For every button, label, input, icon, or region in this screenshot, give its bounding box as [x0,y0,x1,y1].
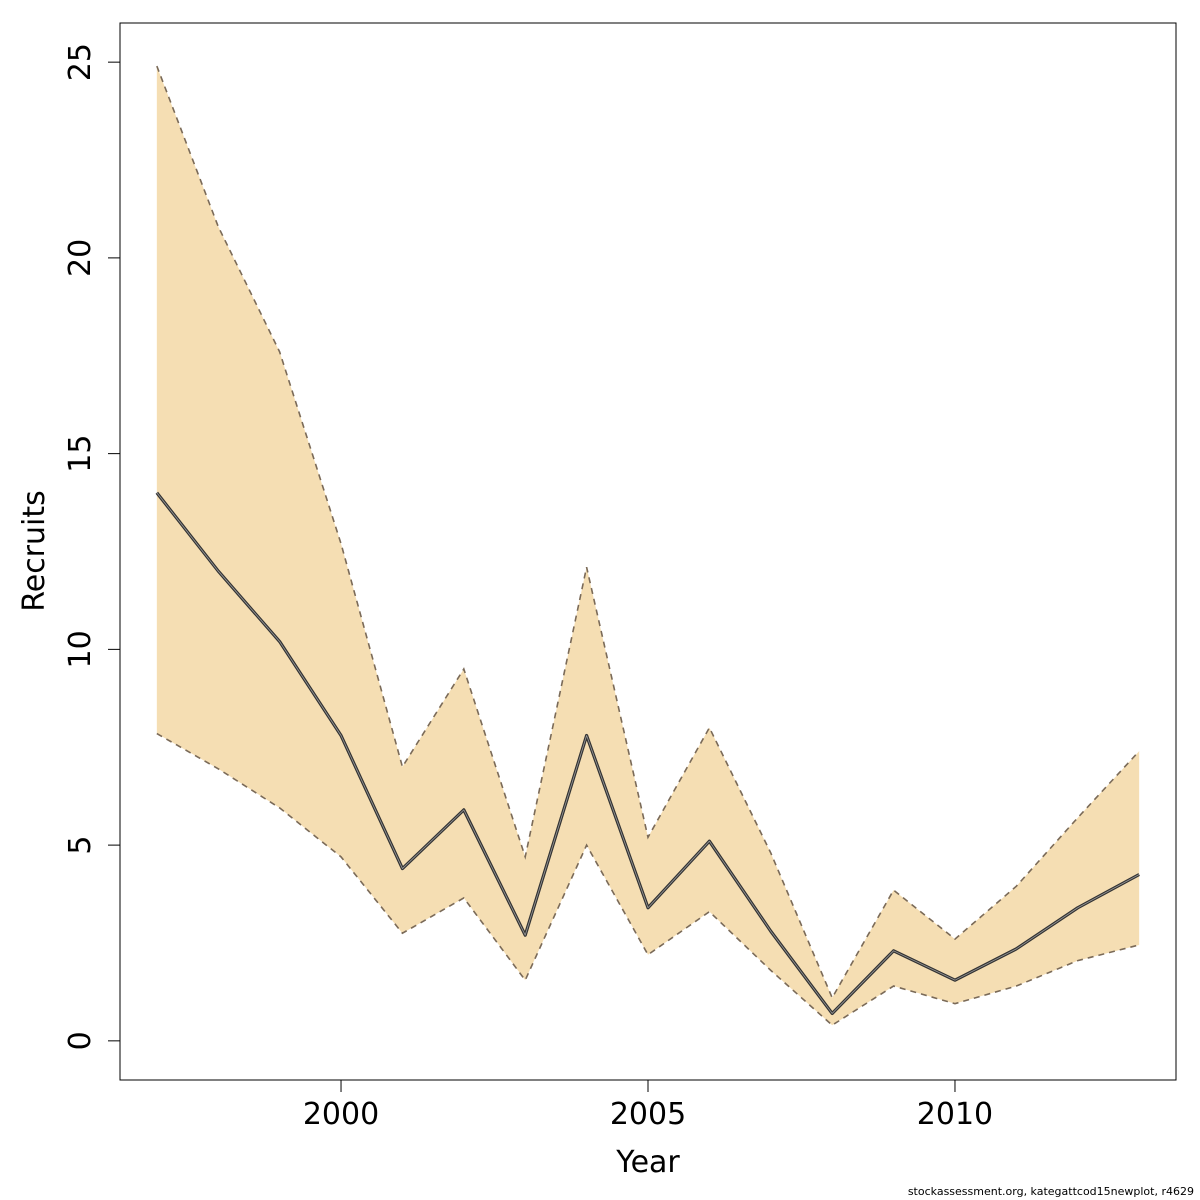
x-axis: 2000 2005 2010 [303,1079,993,1132]
y-tick-label: 20 [63,239,98,277]
y-axis: 0 5 10 15 20 25 [63,43,121,1050]
x-tick-label: 2005 [610,1097,686,1132]
estimate-line-highlight [156,492,1140,1014]
y-tick-label: 0 [63,1031,98,1050]
confidence-bound-lines [156,65,1140,1027]
y-tick-label: 15 [63,435,98,473]
lower-bound-line [156,732,1140,1027]
y-axis-title: Recruits [17,490,52,612]
upper-bound-line [156,65,1140,1000]
y-tick-label: 10 [63,630,98,668]
footer-credit: stockassessment.org, kategattcod15newplo… [907,1185,1194,1198]
confidence-band [156,66,1140,1026]
x-axis-title: Year [615,1145,680,1180]
x-tick-label: 2010 [917,1097,993,1132]
estimate-line-layer [155,491,1140,1016]
y-tick-label: 25 [63,43,98,81]
x-tick-label: 2000 [303,1097,379,1132]
y-tick-label: 5 [63,836,98,855]
confidence-band-layer [156,66,1140,1026]
